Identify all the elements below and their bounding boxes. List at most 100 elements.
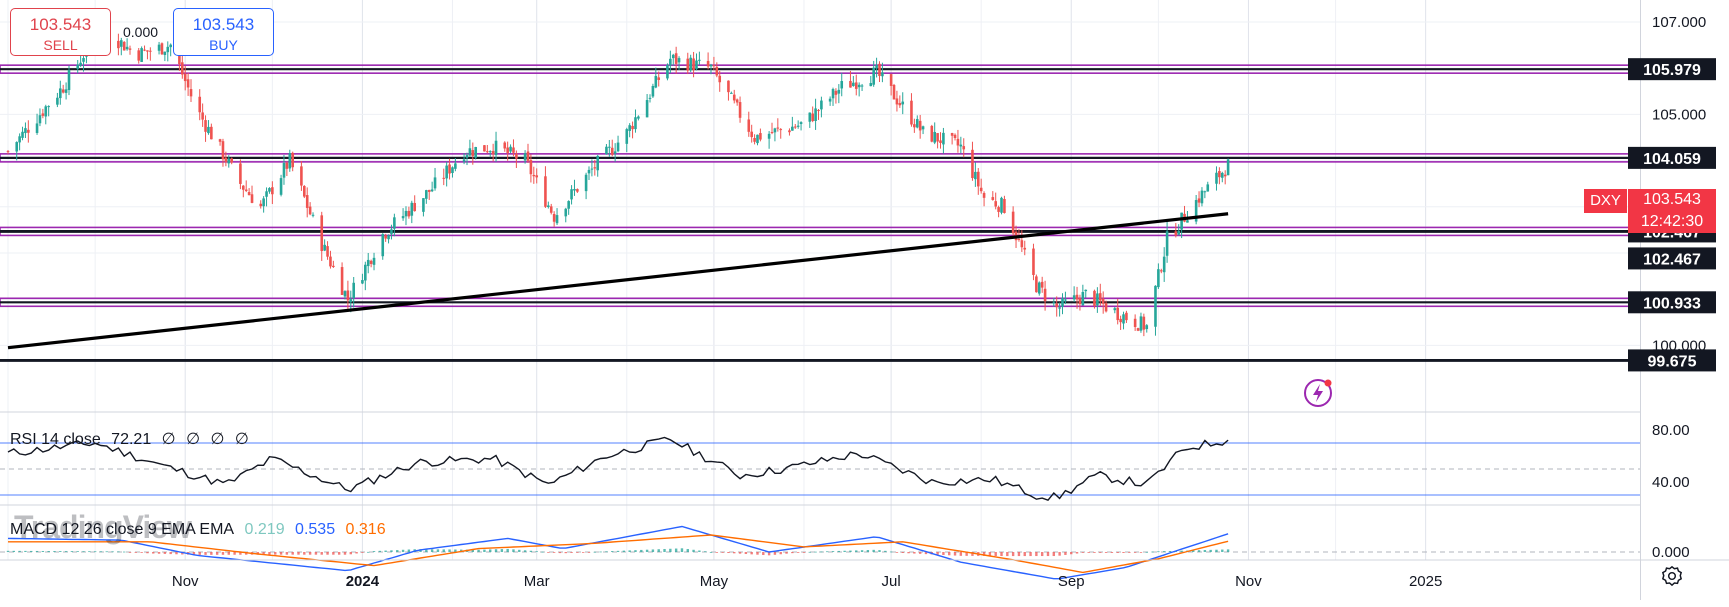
candle-body [677, 58, 681, 63]
macd-histogram-bar [279, 552, 283, 555]
candle-body [1177, 230, 1181, 235]
candle-body [901, 101, 905, 105]
macd-histogram-bar [657, 549, 660, 552]
macd-histogram-bar [924, 552, 928, 555]
candle-body [953, 134, 957, 138]
candle-body [210, 126, 213, 140]
candle-body [1023, 247, 1027, 250]
candle-body [265, 191, 268, 197]
candle-body [224, 157, 228, 163]
candle-body [962, 146, 966, 150]
macd-histogram-bar [297, 552, 300, 555]
macd-histogram-bar [198, 552, 201, 555]
rsi-legend[interactable]: RSI 14 close 72.21 ∅ ∅ ∅ ∅ [10, 429, 255, 449]
macd-histogram-bar [489, 549, 492, 552]
buy-button[interactable]: 103.543 BUY [173, 8, 274, 56]
candle-body [361, 280, 364, 284]
candle-body [976, 171, 980, 187]
sell-button[interactable]: 103.543 SELL [10, 8, 111, 56]
macd-histogram-bar [628, 550, 631, 552]
settings-gear-icon[interactable] [1661, 565, 1683, 587]
candle-body [779, 129, 783, 131]
candle-body [1157, 269, 1160, 288]
macd-legend[interactable]: MACD 12 26 close 9 EMA EMA 0.219 0.535 0… [10, 521, 392, 539]
macd-histogram-bar [1040, 552, 1044, 557]
macd-histogram-bar [855, 550, 858, 552]
macd-histogram-bar [518, 549, 521, 552]
candle-body [872, 67, 875, 85]
macd-histogram-bar [59, 551, 62, 552]
macd-histogram-bar [802, 552, 806, 553]
candle-body [146, 50, 149, 52]
macd-histogram-bar [262, 552, 265, 555]
candle-body [994, 201, 997, 207]
candle-body [491, 150, 495, 155]
macd-histogram-bar [535, 551, 538, 553]
candle-body [387, 235, 390, 240]
candle-body [889, 74, 893, 86]
macd-histogram-bar [372, 551, 376, 552]
candle-body [552, 213, 556, 222]
macd-histogram-bar [773, 552, 777, 555]
macd-histogram-bar [814, 551, 817, 553]
candle-body [1180, 212, 1183, 230]
candle-body [831, 89, 835, 99]
macd-histogram-bar [134, 552, 138, 553]
macd-histogram-bar [105, 551, 108, 553]
candle-body [1159, 270, 1163, 272]
flash-icon[interactable] [1303, 378, 1333, 408]
buy-label: BUY [209, 37, 238, 53]
candle-body [462, 159, 466, 162]
macd-histogram-bar [152, 552, 155, 554]
macd-histogram-bar [425, 549, 428, 552]
macd-histogram-bar [1104, 552, 1108, 553]
candle-body [262, 198, 265, 207]
candle-body [1203, 191, 1207, 193]
macd-histogram-bar [291, 552, 294, 555]
candle-body [1075, 294, 1079, 300]
candle-body [767, 133, 771, 139]
rsi-legend-extra: ∅ [186, 431, 200, 448]
macd-histogram-bar [907, 552, 910, 554]
macd-histogram-bar [1058, 552, 1061, 556]
candle-body [41, 113, 45, 116]
x-tick-label: Mar [524, 573, 550, 590]
candle-body [140, 48, 143, 62]
candles [6, 20, 1230, 337]
candle-body [454, 163, 457, 169]
candle-body [840, 81, 844, 89]
macd-histogram-bar [994, 552, 997, 557]
x-tick-label: 2025 [1409, 573, 1442, 590]
candle-body [1194, 200, 1198, 222]
candle-body [291, 152, 294, 168]
candle-body [791, 126, 794, 131]
symbol-tag: DXY [1584, 189, 1627, 213]
macd-histogram-bar [762, 552, 765, 556]
candle-body [1058, 307, 1061, 309]
macd-histogram-bar [889, 551, 893, 553]
macd-histogram-bar [936, 552, 939, 555]
macd-histogram-bar [12, 550, 16, 552]
candle-body [61, 89, 65, 93]
candle-body [669, 58, 672, 66]
candle-body [433, 177, 437, 189]
macd-histogram-bar [314, 552, 318, 555]
candle-body [637, 116, 640, 119]
macd-histogram-bar [1122, 552, 1125, 553]
grid [0, 0, 1640, 560]
candle-body [718, 75, 722, 83]
macd-histogram-bar [1226, 549, 1230, 552]
candle-body [1215, 172, 1218, 184]
macd-histogram-bar [1093, 552, 1096, 553]
candle-body [474, 147, 478, 158]
macd-histogram-bar [117, 551, 120, 553]
candle-body [352, 282, 355, 299]
macd-histogram-bar [320, 552, 323, 555]
macd-histogram-bar [128, 552, 132, 553]
candle-body [828, 98, 832, 102]
candle-body [666, 65, 669, 79]
candle-body [1052, 302, 1056, 304]
candle-body [47, 106, 50, 108]
